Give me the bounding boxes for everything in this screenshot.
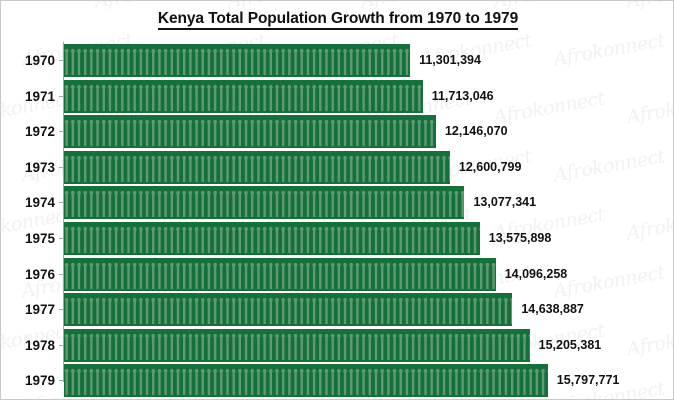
axis-tick xyxy=(59,131,64,133)
axis-tick xyxy=(59,380,64,382)
bar-1979 xyxy=(64,364,548,398)
bar-row: 1975 13,575,898 xyxy=(1,222,673,255)
axis-tick xyxy=(59,60,64,61)
bar-row: 1973 12,600,799 xyxy=(1,150,673,184)
bar-1973 xyxy=(64,150,450,184)
category-label-1979: 1979 xyxy=(24,373,55,389)
value-label-1973: 12,600,799 xyxy=(458,159,522,174)
category-label-1970: 1970 xyxy=(24,53,55,68)
category-label-1978: 1978 xyxy=(24,337,55,353)
value-label-1971: 11,713,046 xyxy=(431,88,494,103)
category-axis-line xyxy=(63,42,64,382)
axis-tick xyxy=(59,344,64,346)
bar-row: 1978 15,205,381 xyxy=(1,328,673,362)
axis-tick xyxy=(59,309,64,311)
bar-1971 xyxy=(64,79,423,113)
value-label-1977: 14,638,887 xyxy=(521,302,584,317)
bar-row: 1970 11,301,394 xyxy=(1,44,673,77)
axis-tick xyxy=(59,95,64,97)
value-label-1976: 14,096,258 xyxy=(504,266,568,281)
bar-row: 1976 14,096,258 xyxy=(1,257,673,291)
bar-row: 1974 13,077,341 xyxy=(1,186,673,220)
bar-row: 1972 12,146,070 xyxy=(1,115,673,149)
bar-1976 xyxy=(64,257,496,291)
value-label-1974: 13,077,341 xyxy=(473,195,537,210)
bar-1972 xyxy=(64,115,436,149)
bar-1974 xyxy=(64,186,465,220)
category-label-1974: 1974 xyxy=(24,195,55,211)
bar-1977 xyxy=(64,293,513,327)
category-label-1971: 1971 xyxy=(24,88,55,104)
value-label-1970: 11,301,394 xyxy=(419,53,481,67)
value-label-1975: 13,575,898 xyxy=(488,231,552,245)
axis-tick xyxy=(59,273,64,275)
axis-tick xyxy=(59,238,64,239)
axis-tick xyxy=(59,166,64,168)
value-label-1979: 15,797,771 xyxy=(556,373,620,388)
bar-1978 xyxy=(64,328,530,362)
chart-title-text: Kenya Total Population Growth from 1970 … xyxy=(157,10,518,30)
category-label-1977: 1977 xyxy=(24,302,55,318)
category-label-1973: 1973 xyxy=(24,159,55,175)
bar-1975 xyxy=(64,222,480,255)
bar-row: 1979 15,797,771 xyxy=(1,364,673,398)
category-label-1975: 1975 xyxy=(24,231,55,246)
category-label-1972: 1972 xyxy=(24,124,55,140)
bar-row: 1977 14,638,887 xyxy=(1,293,673,327)
category-label-1976: 1976 xyxy=(24,266,55,282)
bar-row: 1971 11,713,046 xyxy=(1,79,673,113)
plot-area: 1970 11,301,394 1971 11,713,046 1972 12,146,0… xyxy=(1,39,673,398)
value-label-1978: 15,205,381 xyxy=(538,337,602,352)
value-label-1972: 12,146,070 xyxy=(444,124,508,139)
bar-1970 xyxy=(64,44,411,77)
chart-title: Kenya Total Population Growth from 1970 … xyxy=(1,10,673,30)
axis-tick xyxy=(59,202,64,204)
